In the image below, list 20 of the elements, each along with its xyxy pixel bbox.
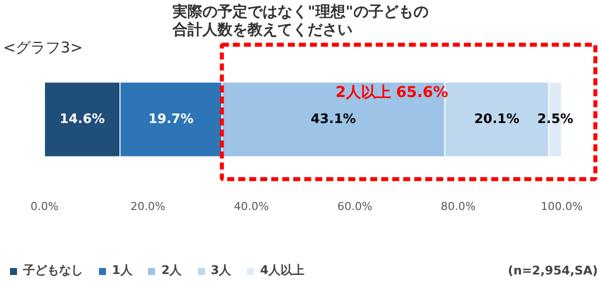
x-tick-label: 60.0% xyxy=(337,200,372,214)
legend-label: 4人以上 xyxy=(260,262,304,279)
chart-title: 実際の予定ではなく"理想"の子どもの合計人数を教えてください xyxy=(172,2,428,38)
data-label: 14.6% xyxy=(60,112,105,127)
data-label: 2.5% xyxy=(537,112,574,127)
x-tick-label: 40.0% xyxy=(234,200,269,214)
text: (n=2,954,SA) xyxy=(508,264,598,278)
text: <グラフ3> xyxy=(3,38,83,56)
data-label: 20.1% xyxy=(474,112,520,127)
legend-label: 子どもなし xyxy=(23,262,83,279)
data-label: 19.7% xyxy=(148,112,194,127)
legend-label: 2人 xyxy=(161,262,182,279)
x-tick-label: 100.0% xyxy=(540,200,583,214)
x-tick-label: 80.0% xyxy=(440,200,476,214)
x-tick-label: 0.0% xyxy=(30,200,58,214)
x-tick-label: 20.0% xyxy=(130,200,166,214)
data-label: 43.1% xyxy=(310,112,356,127)
legend-label: 1人 xyxy=(112,262,132,279)
legend-label: 3人 xyxy=(210,262,232,279)
annotation: 2人以上 65.6% xyxy=(335,83,448,102)
